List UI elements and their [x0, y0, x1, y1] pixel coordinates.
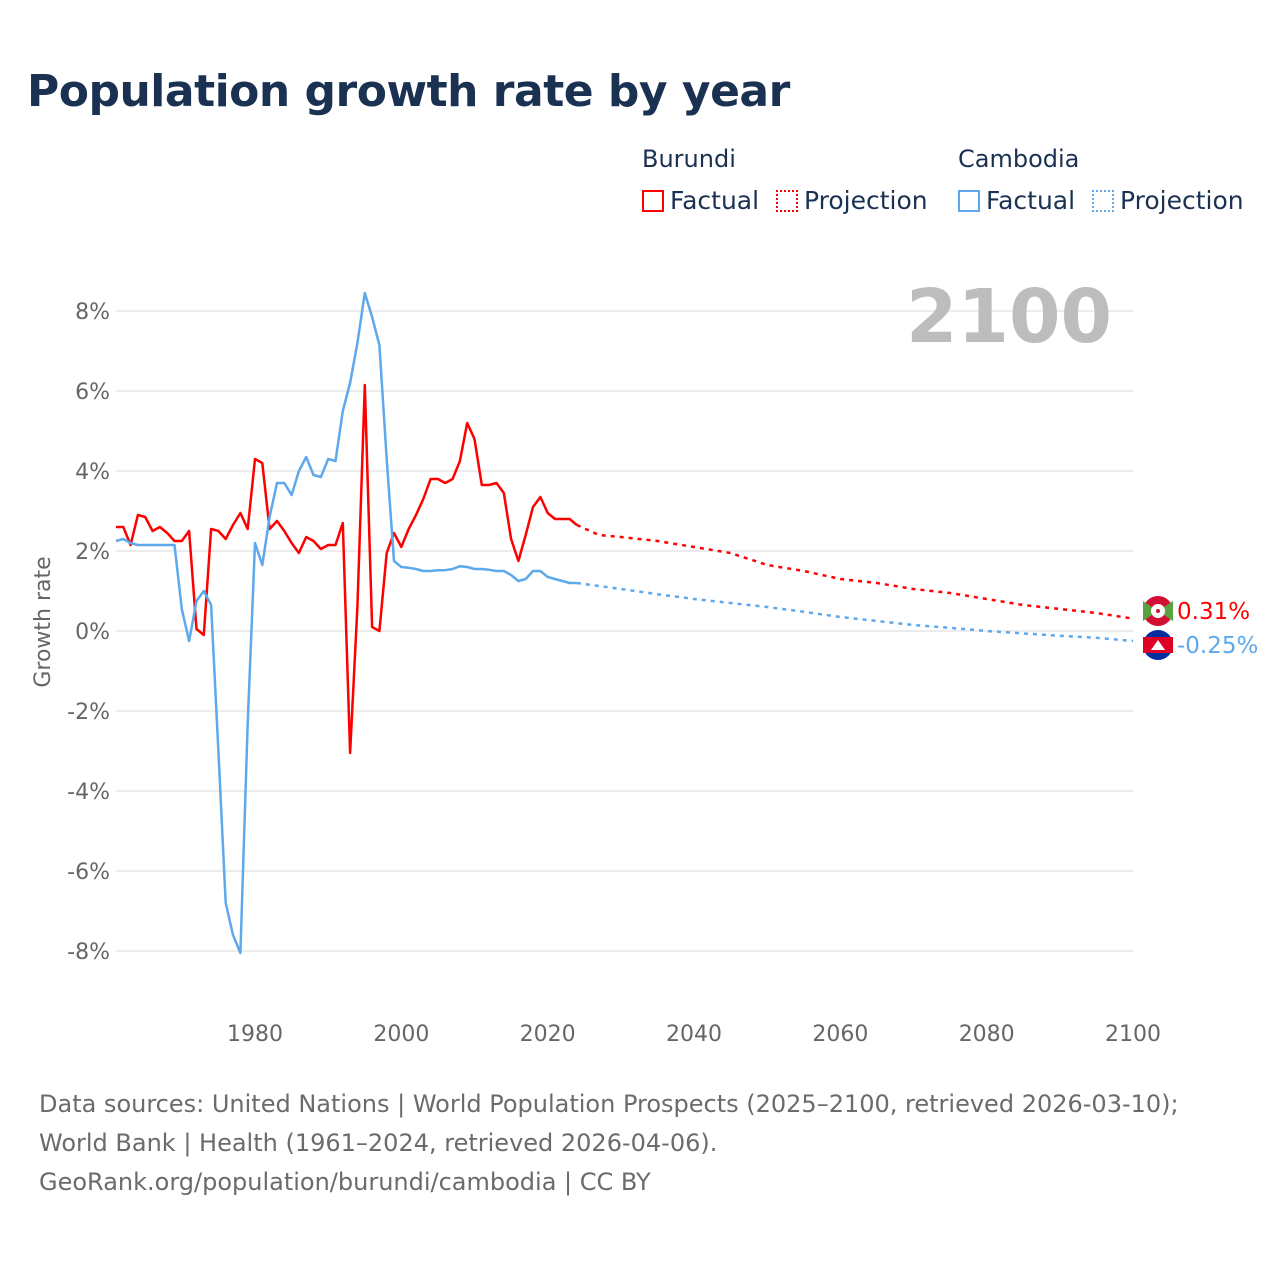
legend-group-cambodia: Cambodia — [958, 145, 1080, 173]
y-tick-label: 4% — [75, 460, 110, 485]
flag-star — [1156, 609, 1160, 613]
cambodia-projection-line — [576, 581, 1134, 643]
legend-swatch — [1092, 189, 1114, 212]
legend-group-burundi: Burundi — [642, 145, 736, 173]
cambodia-end-label: -0.25% — [1177, 633, 1258, 659]
legend-label: Factual — [986, 186, 1076, 215]
y-axis-label: Growth rate — [31, 556, 56, 687]
x-tick-label: 2040 — [666, 1022, 722, 1047]
flag-temple — [1151, 640, 1165, 650]
y-tick-label: -4% — [67, 780, 110, 805]
plot-area: -8% -6% -4% -2% 0% 2% 4% 6% 8% 1980 2000 2020 2040 20… — [31, 274, 1258, 1047]
x-tick-label: 1980 — [227, 1022, 283, 1047]
footer-sources: Data sources: United Nations | World Pop… — [39, 1090, 1179, 1157]
legend-cambodia-projection[interactable]: Projection — [1092, 186, 1244, 215]
x-tick-label: 2000 — [373, 1022, 429, 1047]
y-tick-label: 2% — [75, 540, 110, 565]
y-tick-label: -6% — [67, 860, 110, 885]
legend-label: Projection — [804, 186, 928, 215]
y-tick-label: 0% — [75, 620, 110, 645]
legend-swatch — [776, 189, 798, 212]
cambodia-factual-line — [115, 291, 577, 955]
legend-label: Projection — [1120, 186, 1244, 215]
y-tick-label: -8% — [67, 940, 110, 965]
burundi-flag-icon — [1143, 596, 1173, 626]
burundi-end-label: 0.31% — [1177, 599, 1250, 625]
chart-title: Population growth rate by year — [27, 66, 790, 117]
x-tick-label: 2080 — [959, 1022, 1015, 1047]
burundi-projection-line — [576, 523, 1134, 620]
x-tick-label: 2020 — [520, 1022, 576, 1047]
x-tick-label: 2100 — [1105, 1022, 1161, 1047]
legend-burundi-projection[interactable]: Projection — [776, 186, 928, 215]
y-tick-label: 6% — [75, 380, 110, 405]
y-tick-label: -2% — [67, 700, 110, 725]
year-indicator: 2100 — [906, 274, 1112, 360]
burundi-factual-line — [116, 383, 578, 755]
y-tick-label: 8% — [75, 300, 110, 325]
footer-credit[interactable]: GeoRank.org/population/burundi/cambodia … — [39, 1168, 651, 1196]
cambodia-flag-icon — [1143, 630, 1173, 660]
x-tick-label: 2060 — [812, 1022, 868, 1047]
legend-label: Factual — [670, 186, 760, 215]
legend-swatch — [958, 189, 980, 212]
legend-cambodia-factual[interactable]: Factual — [958, 186, 1075, 215]
legend-burundi-factual[interactable]: Factual — [642, 186, 759, 215]
legend-swatch — [642, 189, 664, 212]
